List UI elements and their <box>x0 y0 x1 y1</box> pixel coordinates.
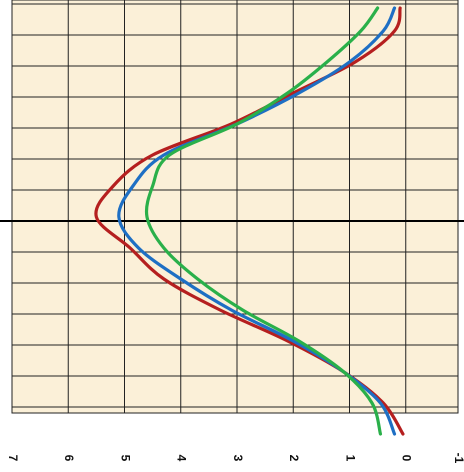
value-tick-label: 6 <box>62 455 76 462</box>
value-tick-label: 1 <box>343 455 357 462</box>
value-tick-label: 5 <box>118 455 132 462</box>
series-layer <box>94 6 405 436</box>
value-tick-label: 2 <box>287 455 301 462</box>
value-tick-label: 0 <box>400 455 414 462</box>
value-tick-labels: -1 0 1 2 3 4 5 6 7 <box>6 453 464 464</box>
value-tick-label: 7 <box>6 455 20 462</box>
plot-background <box>12 0 458 413</box>
plot-border <box>11 0 459 414</box>
value-tick-label: 3 <box>231 455 245 462</box>
value-tick-label: -1 <box>452 453 464 464</box>
value-tick-label: 4 <box>175 455 189 462</box>
series-line-3 <box>144 6 383 436</box>
